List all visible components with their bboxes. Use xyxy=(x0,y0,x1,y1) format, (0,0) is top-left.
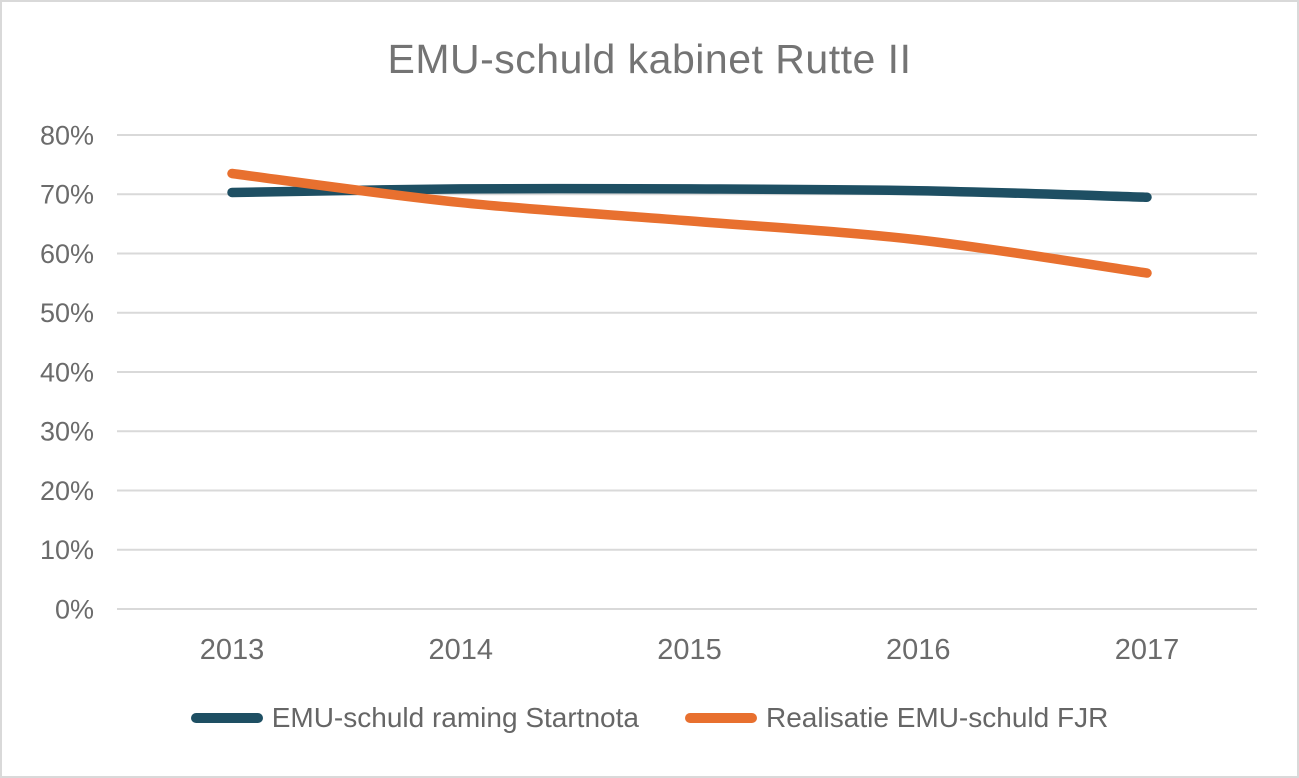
y-axis-tick-labels: 0% 10% 20% 30% 40% 50% 60% 70% 80% xyxy=(40,120,94,624)
x-tick-label: 2015 xyxy=(657,634,722,666)
y-tick-label: 20% xyxy=(40,476,94,506)
y-tick-label: 10% xyxy=(40,535,94,565)
series-line-1 xyxy=(227,168,1152,278)
legend-item-raming-startnota: EMU-schuld raming Startnota xyxy=(190,702,639,734)
y-tick-label: 0% xyxy=(55,594,94,624)
y-tick-label: 40% xyxy=(40,357,94,387)
x-tick-label: 2014 xyxy=(428,634,493,666)
x-axis-tick-labels: 2013 2014 2015 2016 2017 xyxy=(200,634,1180,666)
y-tick-label: 30% xyxy=(40,417,94,447)
legend-label-realisatie-fjr: Realisatie EMU-schuld FJR xyxy=(765,702,1109,733)
y-tick-label: 60% xyxy=(40,239,94,269)
legend-item-realisatie-fjr: Realisatie EMU-schuld FJR xyxy=(684,702,1109,734)
legend-label-raming-startnota: EMU-schuld raming Startnota xyxy=(271,702,639,733)
x-tick-label: 2016 xyxy=(886,634,951,666)
y-tick-label: 50% xyxy=(40,298,94,328)
y-tick-label: 80% xyxy=(40,120,94,150)
legend: EMU-schuld raming Startnota Realisatie E… xyxy=(2,702,1297,734)
x-tick-label: 2017 xyxy=(1115,634,1180,666)
gridlines xyxy=(117,134,1257,610)
chart-title: EMU-schuld kabinet Rutte II xyxy=(387,36,912,82)
legend-marker-realisatie-fjr xyxy=(684,713,757,723)
y-tick-label: 70% xyxy=(40,180,94,210)
legend-marker-raming-startnota xyxy=(190,713,263,723)
series-lines xyxy=(227,168,1152,278)
x-tick-label: 2013 xyxy=(200,634,265,666)
